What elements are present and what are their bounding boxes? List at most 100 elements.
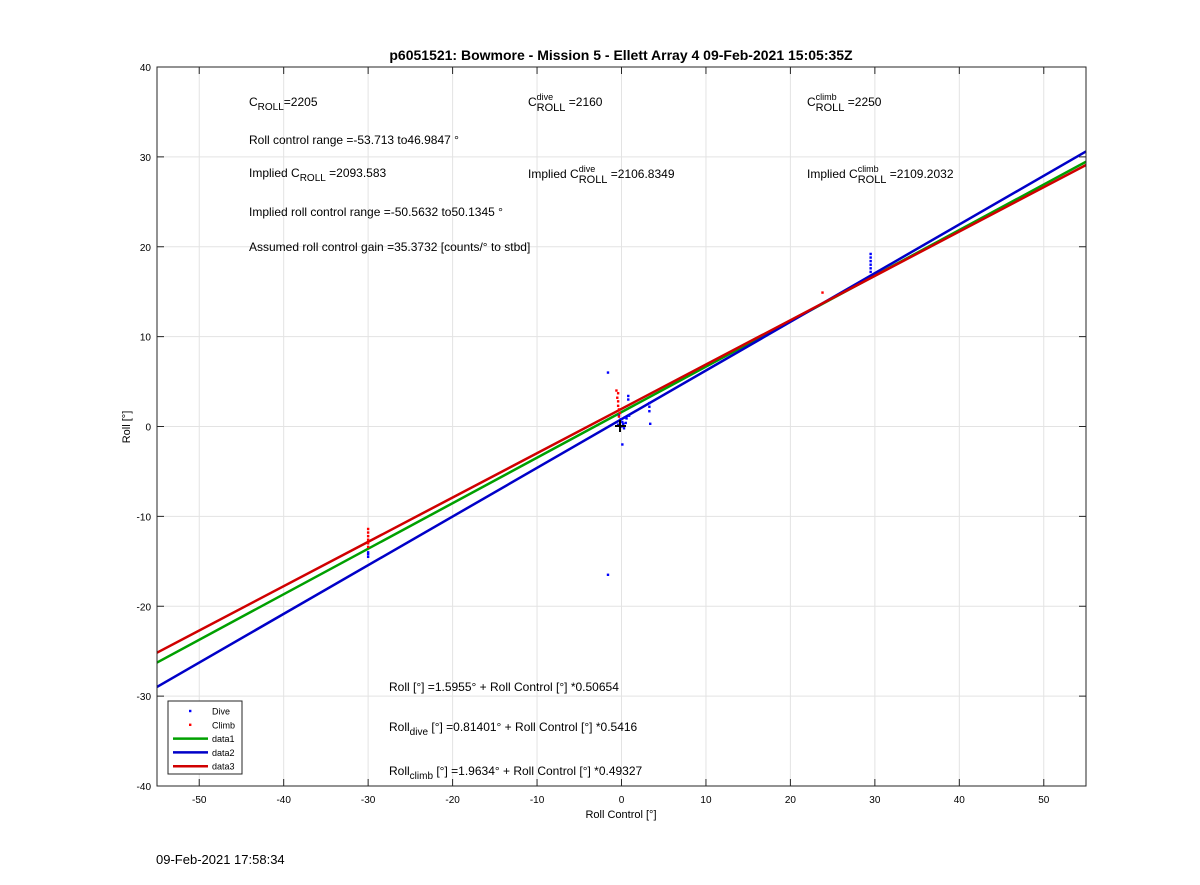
data-point-dive bbox=[606, 573, 610, 576]
data-point-dive bbox=[621, 420, 624, 424]
x-tick-label: -50 bbox=[192, 795, 207, 806]
annotation-implied: Implied CROLL =2093.583 bbox=[249, 166, 387, 184]
x-tick-label: -10 bbox=[530, 795, 545, 806]
annotation-subscript: ROLL bbox=[258, 102, 285, 113]
annotation-text: Implied C bbox=[807, 167, 858, 181]
data-point-climb bbox=[616, 396, 619, 399]
data-point-climb bbox=[618, 411, 622, 415]
data-point-dive bbox=[649, 422, 652, 426]
data-point-dive bbox=[869, 270, 872, 274]
data-point-climb bbox=[617, 408, 621, 411]
data-point-climb bbox=[821, 291, 824, 294]
annotation-subscript: ROLL bbox=[300, 173, 327, 184]
y-tick-label: 0 bbox=[145, 423, 151, 434]
origin-marker bbox=[615, 420, 626, 432]
legend-label: data1 bbox=[212, 734, 235, 744]
annotation-text: Roll [°] =1.5955° + Roll Control [°] *0.… bbox=[389, 680, 619, 694]
annotation-suffix: [°] =0.81401° + Roll Control [°] *0.5416 bbox=[428, 720, 638, 734]
annotation-superscript: climb bbox=[816, 92, 837, 102]
data-point-climb bbox=[366, 531, 370, 534]
data-point-dive bbox=[869, 252, 872, 256]
legend: Dive Climb data1 data2 data3 bbox=[167, 700, 243, 775]
annotation-eq_dive: Rolldive [°] =0.81401° + Roll Control [°… bbox=[389, 720, 638, 738]
annotation-text: Implied C bbox=[249, 166, 300, 180]
data-point-dive bbox=[621, 443, 624, 446]
data-point-dive bbox=[627, 394, 630, 398]
annotation-implied_climb: Implied Cclimb ROLL =2109.2032 bbox=[807, 164, 954, 186]
y-tick-label: 40 bbox=[140, 63, 152, 74]
fit-line-data3 bbox=[156, 163, 1087, 654]
x-tick-label: 50 bbox=[1038, 795, 1050, 806]
data-point-dive bbox=[627, 398, 630, 401]
data-point-dive bbox=[366, 551, 370, 554]
annotation-suffix: [°] =1.9634° + Roll Control [°] *0.49327 bbox=[433, 764, 643, 778]
data-point-dive bbox=[869, 263, 872, 266]
data-point-dive bbox=[623, 416, 627, 419]
legend-label: data3 bbox=[212, 762, 235, 772]
annotation-text: Roll bbox=[389, 764, 410, 778]
annotation-text: Assumed roll control gain =35.3732 [coun… bbox=[249, 240, 530, 254]
annotation-subscript: dive bbox=[410, 727, 429, 738]
data-point-climb bbox=[616, 404, 620, 408]
legend-label: data2 bbox=[212, 748, 235, 758]
data-point-dive bbox=[624, 421, 627, 425]
annotation-subscript: ROLL bbox=[579, 174, 608, 186]
legend-label: Dive bbox=[212, 707, 230, 717]
annotation-croll_dive: Cdive ROLL =2160 bbox=[528, 92, 603, 114]
x-tick-label: 10 bbox=[700, 795, 712, 806]
data-point-climb bbox=[615, 389, 618, 392]
annotation-suffix: =2093.583 bbox=[326, 166, 387, 180]
annotation-text: Roll control range =-53.713 to46.9847 ° bbox=[249, 133, 459, 147]
annotation-gain: Assumed roll control gain =35.3732 [coun… bbox=[249, 240, 530, 254]
annotation-superscript: climb bbox=[858, 164, 879, 174]
data-point-dive bbox=[606, 371, 610, 374]
data-point-climb bbox=[366, 527, 370, 531]
y-tick-label: -30 bbox=[137, 692, 152, 703]
annotation-subscript: ROLL bbox=[816, 102, 845, 114]
data-point-climb bbox=[366, 534, 370, 538]
annotations: CROLL=2205 Cdive ROLL =2160 Cclimb ROLL =225… bbox=[249, 92, 954, 782]
data-point-dive bbox=[366, 552, 370, 556]
annotation-text: C bbox=[249, 95, 258, 109]
annotation-suffix: =2160 bbox=[565, 95, 602, 109]
annotation-suffix: =2109.2032 bbox=[886, 167, 953, 181]
x-tick-label: -30 bbox=[361, 795, 376, 806]
annotation-superscript: dive bbox=[579, 164, 596, 174]
y-tick-label: 10 bbox=[140, 333, 152, 344]
annotation-text: Implied roll control range =-50.5632 to5… bbox=[249, 205, 503, 219]
legend-marker-dive bbox=[189, 709, 192, 713]
data-point-dive bbox=[648, 401, 651, 405]
data-point-climb bbox=[366, 542, 370, 545]
annotation-croll: CROLL=2205 bbox=[249, 95, 318, 113]
annotation-text: Implied C bbox=[528, 167, 579, 181]
annotation-subscript: climb bbox=[410, 771, 434, 782]
annotation-text: C bbox=[528, 95, 537, 109]
x-tick-label: -40 bbox=[276, 795, 291, 806]
x-axis-label: Roll Control [°] bbox=[585, 809, 656, 821]
data-point-climb bbox=[366, 545, 370, 549]
series-layer bbox=[156, 150, 1087, 688]
y-axis-label: Roll [°] bbox=[121, 411, 133, 444]
x-tick-label: 30 bbox=[869, 795, 881, 806]
annotation-subscript: ROLL bbox=[537, 102, 566, 114]
x-tick-label: -20 bbox=[445, 795, 460, 806]
data-point-dive bbox=[619, 418, 622, 421]
data-point-dive bbox=[869, 256, 872, 259]
annotation-implied_dive: Implied Cdive ROLL =2106.8349 bbox=[528, 164, 675, 186]
y-tick-label: 20 bbox=[140, 243, 152, 254]
annotation-text: C bbox=[807, 95, 816, 109]
data-point-climb bbox=[366, 538, 370, 541]
x-tick-label: 20 bbox=[785, 795, 797, 806]
annotation-subscript: ROLL bbox=[858, 174, 887, 186]
data-point-dive bbox=[869, 259, 872, 263]
data-point-climb bbox=[617, 415, 621, 418]
legend-label: Climb bbox=[212, 720, 235, 730]
annotation-implied_range: Implied roll control range =-50.5632 to5… bbox=[249, 205, 503, 219]
data-point-dive bbox=[648, 405, 651, 408]
chart-title: p6051521: Bowmore - Mission 5 - Ellett A… bbox=[389, 47, 853, 63]
data-point-dive bbox=[625, 417, 628, 420]
data-point-dive bbox=[627, 414, 631, 417]
annotation-eq_climb: Rollclimb [°] =1.9634° + Roll Control [°… bbox=[389, 764, 643, 782]
y-tick-label: -40 bbox=[137, 782, 152, 793]
data-point-climb bbox=[616, 392, 620, 395]
